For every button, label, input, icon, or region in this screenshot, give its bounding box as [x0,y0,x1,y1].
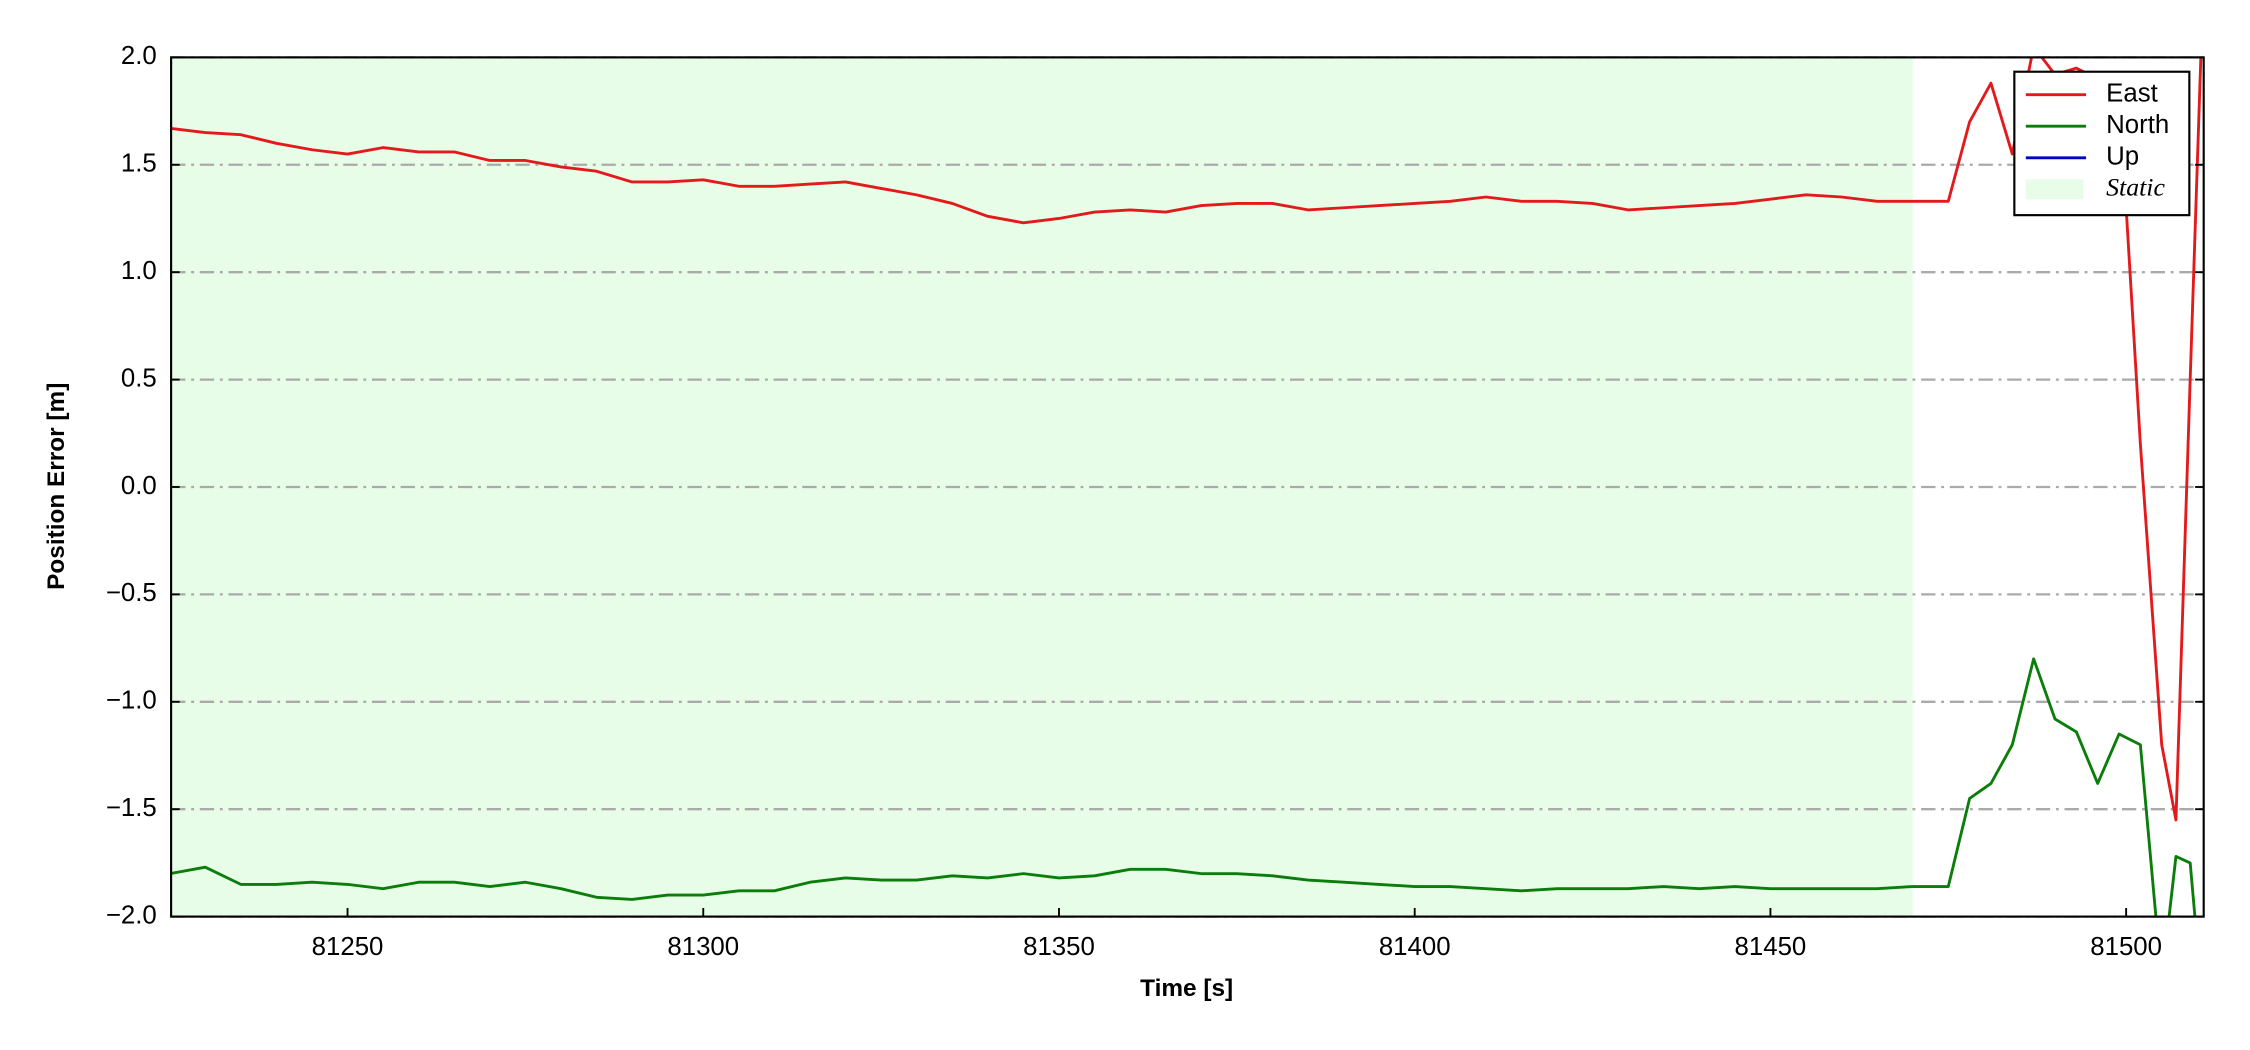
y-tick-label: 2.0 [121,42,157,70]
x-tick-label: 81400 [1379,933,1451,961]
series-line [171,657,2197,917]
y-tick-label: 0.5 [121,364,157,392]
y-tick-label: 1.5 [121,150,157,178]
axes: −2.0 −1.5 −1.0 −0.5 0.0 0.5 1.0 1.5 2.0 81250 8130… [106,42,2204,961]
legend-label: East [2106,79,2158,107]
y-tick-label: 1.0 [121,257,157,285]
y-axis-label: Position Error [m] [43,383,70,590]
legend-label: North [2106,111,2169,139]
x-tick-label: 81500 [2090,933,2162,961]
x-tick-label: 81450 [1735,933,1807,961]
y-tick-label: −0.5 [106,579,157,607]
y-tick-label: 0.0 [121,472,157,500]
legend-label: Static [2106,172,2165,201]
x-tick-label: 81300 [667,933,739,961]
x-axis-label: Time [s] [1140,975,1233,1002]
x-tick-label: 81250 [312,933,384,961]
y-tick-label: −1.5 [106,794,157,822]
y-tick-label: −1.0 [106,687,157,715]
y-tick-label: −2.0 [106,901,157,929]
series-line [171,57,2203,822]
lines [171,57,2203,917]
x-tick-label: 81350 [1023,933,1095,961]
legend-swatch [2025,179,2084,200]
legend-label: Up [2106,143,2139,171]
